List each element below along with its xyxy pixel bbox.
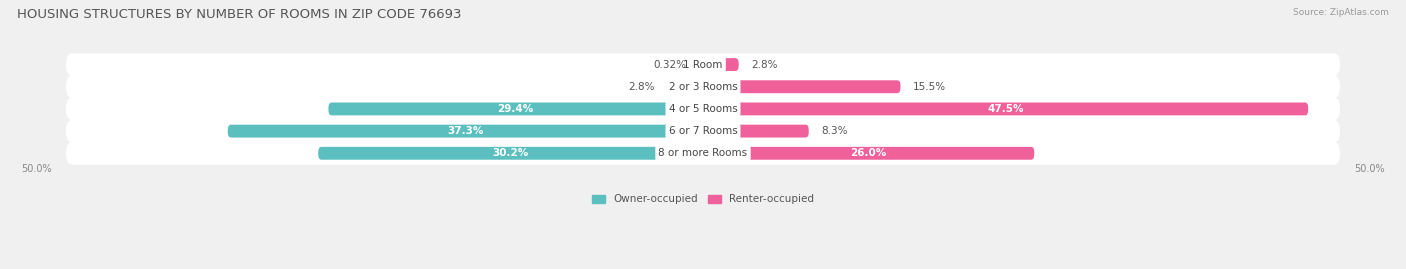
FancyBboxPatch shape [66,120,1340,142]
FancyBboxPatch shape [66,75,1340,98]
Text: 6 or 7 Rooms: 6 or 7 Rooms [669,126,737,136]
Text: 30.2%: 30.2% [492,148,529,158]
Text: 0.32%: 0.32% [654,59,686,70]
Text: 50.0%: 50.0% [21,164,52,174]
Legend: Owner-occupied, Renter-occupied: Owner-occupied, Renter-occupied [588,190,818,208]
Text: Source: ZipAtlas.com: Source: ZipAtlas.com [1294,8,1389,17]
Text: 26.0%: 26.0% [851,148,887,158]
FancyBboxPatch shape [228,125,703,137]
FancyBboxPatch shape [66,53,1340,76]
FancyBboxPatch shape [318,147,703,160]
FancyBboxPatch shape [703,147,1035,160]
Text: 2.8%: 2.8% [628,82,655,92]
Text: 2.8%: 2.8% [751,59,778,70]
FancyBboxPatch shape [703,58,738,71]
FancyBboxPatch shape [66,98,1340,120]
Text: 50.0%: 50.0% [1354,164,1385,174]
Text: 4 or 5 Rooms: 4 or 5 Rooms [669,104,737,114]
Text: 15.5%: 15.5% [914,82,946,92]
FancyBboxPatch shape [703,125,808,137]
FancyBboxPatch shape [703,80,900,93]
Text: 1 Room: 1 Room [683,59,723,70]
FancyBboxPatch shape [66,142,1340,165]
FancyBboxPatch shape [703,102,1308,115]
Text: 37.3%: 37.3% [447,126,484,136]
Text: 2 or 3 Rooms: 2 or 3 Rooms [669,82,737,92]
Text: 8 or more Rooms: 8 or more Rooms [658,148,748,158]
Text: 29.4%: 29.4% [498,104,534,114]
FancyBboxPatch shape [668,80,703,93]
FancyBboxPatch shape [699,58,703,71]
Text: 8.3%: 8.3% [821,126,848,136]
Text: 47.5%: 47.5% [987,104,1024,114]
Text: HOUSING STRUCTURES BY NUMBER OF ROOMS IN ZIP CODE 76693: HOUSING STRUCTURES BY NUMBER OF ROOMS IN… [17,8,461,21]
FancyBboxPatch shape [329,102,703,115]
